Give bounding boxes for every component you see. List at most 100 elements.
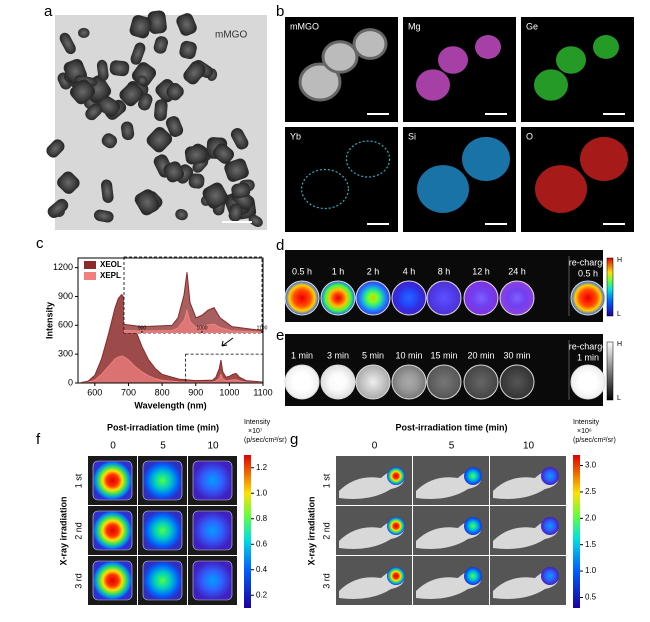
x-tick-label: 800 <box>155 387 170 397</box>
sample-square <box>92 510 133 551</box>
sample-square <box>92 560 133 601</box>
colorbar-tick-label: 1.2 <box>256 463 268 472</box>
row-label: 2 nd <box>73 522 83 540</box>
element-map <box>475 35 501 59</box>
particle <box>120 121 135 141</box>
row-label: 3 rd <box>321 573 331 589</box>
particle <box>352 28 388 60</box>
sample-spot <box>355 364 391 400</box>
panel-label: f <box>36 431 41 448</box>
particle <box>147 10 167 34</box>
particle <box>138 93 153 111</box>
particle <box>129 15 152 39</box>
sample-spot <box>463 364 499 400</box>
particle <box>202 182 229 209</box>
element-map <box>534 69 568 101</box>
legend-label: XEPL <box>100 271 121 280</box>
element-map <box>556 46 586 74</box>
tile-label: O <box>526 131 533 141</box>
colorbar-tick-label: 0.2 <box>256 590 268 599</box>
particle <box>78 27 90 39</box>
particle <box>163 161 184 183</box>
x-tick-label: 1100 <box>253 387 272 397</box>
legend-swatch <box>84 272 96 280</box>
signal <box>464 517 482 535</box>
inset-area <box>124 272 262 333</box>
colorbar <box>606 341 614 401</box>
colorbar <box>573 455 580 608</box>
sample-spot <box>355 280 391 316</box>
time-label: 12 h <box>472 266 490 276</box>
time-label: 0.5 h <box>578 268 598 278</box>
time-label: 24 h <box>508 266 526 276</box>
tile-label: Mg <box>408 21 421 31</box>
arrow <box>221 337 234 347</box>
time-label: 1 min <box>577 352 599 362</box>
particle <box>166 82 184 101</box>
recharge-label: re-charge <box>569 341 608 351</box>
signal <box>464 467 482 485</box>
element-map <box>593 35 619 59</box>
time-label: 1 min <box>291 350 313 360</box>
element-map <box>416 69 450 101</box>
signal <box>387 517 405 535</box>
signal <box>541 567 559 585</box>
colorbar-tick-label: 2.5 <box>585 487 597 496</box>
element-map <box>535 165 587 213</box>
colorbar-title: Intensity <box>244 419 271 426</box>
scale-high: H <box>617 257 622 264</box>
time-label: 1 h <box>332 266 345 276</box>
signal <box>541 467 559 485</box>
inset-area <box>124 308 262 333</box>
particle <box>175 209 188 221</box>
particle <box>101 133 118 149</box>
x-tick-label: 1000 <box>219 387 239 397</box>
particle <box>109 60 130 77</box>
scale-low: L <box>617 395 621 402</box>
legend-swatch <box>84 261 96 269</box>
sample-spot <box>284 364 320 400</box>
scale-high: H <box>617 341 622 348</box>
particle <box>47 198 69 218</box>
time-label: 30 min <box>503 350 530 360</box>
colorbar-tick-label: 1.0 <box>256 488 268 497</box>
time-label: 5 min <box>362 350 384 360</box>
colorbar-multiplier: ×10⁶ <box>577 428 592 435</box>
panel-label: g <box>290 431 298 448</box>
particle <box>179 40 197 60</box>
colorbar-tick-label: 1.5 <box>585 540 597 549</box>
particle <box>183 61 206 85</box>
outline <box>301 168 350 210</box>
colorbar-unit: (p/sec/cm²/sr) <box>244 437 287 444</box>
particle <box>165 116 184 137</box>
particle <box>184 145 208 165</box>
colorbar-tick-label: 0.5 <box>585 593 597 602</box>
particle <box>96 95 121 117</box>
column-label: 5 <box>160 441 166 452</box>
sample-spot <box>320 280 356 316</box>
x-tick-label: 700 <box>121 387 136 397</box>
column-label: 5 <box>449 441 455 452</box>
particle <box>230 128 249 150</box>
sample-square <box>192 560 233 601</box>
sample-square <box>192 460 233 501</box>
row-axis-label: X-ray irradiation <box>58 496 68 565</box>
y-tick-label: 600 <box>58 320 73 330</box>
panel-label: e <box>276 327 284 344</box>
colorbar-tick-label: 0.4 <box>256 565 268 574</box>
sample-spot <box>499 280 535 316</box>
sample-spot <box>463 280 499 316</box>
spectrum-area <box>80 355 264 384</box>
particle <box>228 203 243 222</box>
particle <box>188 173 205 189</box>
particle <box>153 36 169 54</box>
row-label: 3 rd <box>73 573 83 589</box>
colorbar-tick-label: 2.0 <box>585 513 597 522</box>
particle <box>57 171 80 194</box>
sample-square <box>192 510 233 551</box>
element-map <box>417 165 469 213</box>
particle <box>176 13 197 36</box>
sample-square <box>92 460 133 501</box>
particle <box>46 139 65 158</box>
